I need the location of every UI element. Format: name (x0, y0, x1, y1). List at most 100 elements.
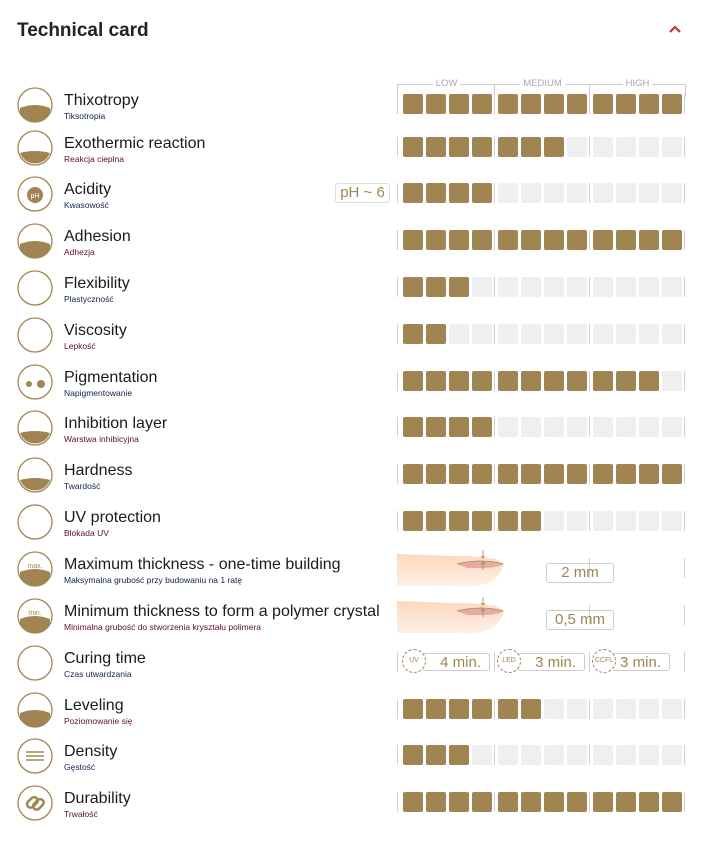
thixotropy-icon (17, 87, 53, 123)
level-box (403, 417, 423, 437)
level-box (616, 277, 636, 297)
scale-divider (397, 277, 398, 297)
level-box (498, 371, 518, 391)
property-row: Thixotropy Tiksotropia (0, 84, 701, 128)
property-subtitle: Warstwa inhibicyjna (64, 434, 139, 444)
level-box (403, 137, 423, 157)
level-box (662, 699, 682, 719)
level-box (662, 417, 682, 437)
scale-divider (684, 745, 685, 765)
scale-divider (589, 558, 590, 578)
level-box (616, 699, 636, 719)
level-box (449, 277, 469, 297)
scale-divider (397, 417, 398, 437)
level-box (472, 417, 492, 437)
level-box (662, 94, 682, 114)
property-subtitle: Adhezja (64, 247, 95, 257)
level-box (544, 230, 564, 250)
level-box (544, 137, 564, 157)
level-box (449, 511, 469, 531)
level-box (593, 464, 613, 484)
level-box (593, 94, 613, 114)
scale-divider (494, 94, 495, 114)
svg-text:pH: pH (31, 193, 40, 200)
level-box (498, 94, 518, 114)
scale-divider (589, 277, 590, 297)
property-subtitle: Poziomowanie się (64, 716, 133, 726)
level-box (662, 183, 682, 203)
level-box (616, 94, 636, 114)
property-row: Pigmentation Napigmentowanie (0, 361, 701, 405)
level-box (426, 183, 446, 203)
min-thickness-icon: min. (17, 598, 53, 634)
scale-divider (397, 745, 398, 765)
level-box (449, 324, 469, 344)
level-box (639, 792, 659, 812)
level-box (662, 230, 682, 250)
level-box (662, 277, 682, 297)
level-box (521, 324, 541, 344)
level-box (521, 94, 541, 114)
lamp-icon (17, 645, 53, 681)
property-name: Maximum thickness - one-time building (64, 556, 341, 573)
level-box (544, 792, 564, 812)
level-box (426, 417, 446, 437)
scale-divider (684, 94, 685, 114)
scale-divider (684, 605, 685, 625)
property-row: max. Maximum thickness - one-time buildin… (0, 548, 701, 592)
level-box (403, 183, 423, 203)
level-box (449, 464, 469, 484)
level-box (593, 792, 613, 812)
chain-link-icon (17, 785, 53, 821)
level-box (472, 277, 492, 297)
property-row: Density Gęstość (0, 735, 701, 779)
level-box (662, 792, 682, 812)
level-box (472, 94, 492, 114)
property-name: Exothermic reaction (64, 135, 206, 152)
level-box (498, 324, 518, 344)
level-box (426, 94, 446, 114)
level-box (426, 371, 446, 391)
property-subtitle: Kwasowość (64, 200, 109, 210)
level-box (521, 277, 541, 297)
property-subtitle: Lepkość (64, 341, 96, 351)
level-box (567, 699, 587, 719)
level-box (616, 137, 636, 157)
property-name: Adhesion (64, 228, 131, 245)
scale-divider (589, 230, 590, 250)
level-box (616, 745, 636, 765)
level-box (449, 183, 469, 203)
scale-divider (494, 699, 495, 719)
level-box (521, 745, 541, 765)
scale-divider (589, 371, 590, 391)
scale-divider (589, 417, 590, 437)
level-box (593, 745, 613, 765)
adhesion-icon (17, 223, 53, 259)
level-box (567, 511, 587, 531)
level-box (403, 464, 423, 484)
level-box (593, 324, 613, 344)
inhibition-layer-icon (17, 410, 53, 446)
chevron-up-icon[interactable] (668, 22, 682, 36)
property-row: UV protection Blokada UV (0, 501, 701, 545)
level-box (449, 745, 469, 765)
scale-divider (684, 371, 685, 391)
level-box (639, 183, 659, 203)
level-box (449, 371, 469, 391)
property-row: Leveling Poziomowanie się (0, 689, 701, 733)
scale-divider (494, 511, 495, 531)
property-row: Inhibition layer Warstwa inhibicyjna (0, 407, 701, 451)
level-box (639, 745, 659, 765)
property-subtitle: Minimalna grubość do stworzenia kryształ… (64, 622, 261, 632)
property-name: Pigmentation (64, 369, 158, 386)
property-name: Durability (64, 790, 131, 807)
property-subtitle: Napigmentowanie (64, 388, 133, 398)
scale-divider (494, 745, 495, 765)
level-box (426, 699, 446, 719)
level-box (567, 324, 587, 344)
scale-divider (684, 558, 685, 578)
scale-divider (684, 652, 685, 672)
scale-divider (589, 324, 590, 344)
level-box (426, 792, 446, 812)
hammer-icon (17, 457, 53, 493)
